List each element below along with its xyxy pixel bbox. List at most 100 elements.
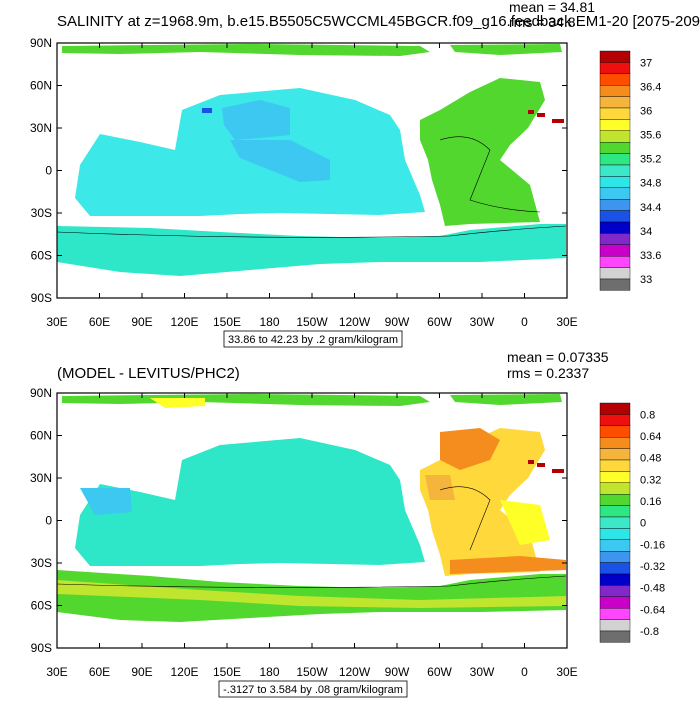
colorbar-swatch: [599, 630, 631, 643]
colorbar-swatch: [599, 425, 631, 438]
x-tick-label: 30E: [556, 315, 577, 329]
y-tick-label: 0: [45, 164, 52, 178]
y-tick-label: 30N: [30, 121, 52, 135]
colorbar-swatch: [599, 528, 631, 541]
colorbar-swatch: [599, 551, 631, 563]
panel-1-rms: rms = 34.8: [509, 14, 576, 30]
panel-1-y-axis: 90N 60N 30N 0 30S 60S 90S: [30, 36, 567, 305]
panel-difference: (MODEL - LEVITUS/PHC2) mean = 0.07335 rm…: [30, 349, 665, 698]
colorbar-label: 36.4: [640, 81, 661, 93]
panel-2-y-axis: 90N 60N 30N 0 30S 60S 90S: [30, 386, 567, 655]
colorbar-label: 34: [640, 226, 652, 238]
panel-1-colorbar: 37 36.4 36 35.6 35.2 34.8 34.4 34 33.6 33: [599, 50, 661, 291]
y-tick-label: 30N: [30, 471, 52, 485]
x-tick-label: 30E: [46, 315, 67, 329]
colorbar-swatch: [599, 244, 631, 257]
colorbar-swatch: [599, 573, 631, 586]
colorbar-swatch: [599, 562, 631, 575]
colorbar-label: 36: [640, 106, 652, 118]
x-tick-label: 30W: [470, 665, 495, 679]
panel-2-title: (MODEL - LEVITUS/PHC2): [57, 365, 240, 382]
y-tick-label: 30S: [31, 206, 52, 220]
x-tick-label: 120E: [170, 315, 198, 329]
panel-2-mean: mean = 0.07335: [507, 349, 609, 365]
colorbar-swatch: [599, 141, 631, 154]
x-tick-label: 180: [259, 315, 279, 329]
x-tick-label: 0: [521, 315, 528, 329]
colorbar-swatch: [599, 267, 631, 280]
panel-2-colorbar: 0.8 0.64 0.48 0.32 0.16 0 -0.16 -0.32 -0.48 -0.64…: [599, 402, 665, 643]
colorbar-label: 37: [640, 57, 652, 69]
panel-2-range-note: -.3127 to 3.584 by .08 gram/kilogram: [223, 684, 403, 696]
panel-1-x-axis: 30E 60E 90E 120E 150E 180 150W 120W 90W 60W 30W 0 30…: [46, 43, 578, 329]
colorbar-swatch: [599, 210, 631, 223]
colorbar-swatch: [599, 516, 631, 529]
y-tick-label: 60N: [30, 429, 52, 443]
y-tick-label: 90N: [30, 36, 52, 50]
colorbar-swatch: [599, 119, 631, 132]
x-tick-label: 60E: [89, 315, 110, 329]
colorbar-swatch: [599, 448, 631, 461]
colorbar-label: 34.4: [640, 202, 661, 214]
colorbar-swatch: [599, 596, 631, 609]
colorbar-swatch: [599, 187, 631, 200]
panel-2-rms: rms = 0.2337: [507, 365, 589, 381]
x-tick-label: 60W: [427, 665, 452, 679]
region-arctic: [62, 44, 430, 56]
colorbar-swatch: [599, 73, 631, 86]
panel-1-mean: mean = 34.81: [509, 0, 595, 15]
panel-1-title: SALINITY at z=1968.9m, b.e15.B5505C5WCCM…: [57, 13, 700, 30]
panel-1-map: [56, 42, 568, 299]
x-tick-label: 90E: [131, 665, 152, 679]
colorbar-swatch: [599, 402, 631, 415]
colorbar-swatch: [599, 619, 631, 632]
x-tick-label: 90W: [385, 665, 410, 679]
colorbar-swatch: [599, 96, 631, 109]
colorbar-label: 0.16: [640, 496, 661, 508]
colorbar-swatch: [599, 176, 631, 188]
x-tick-label: 150W: [296, 315, 328, 329]
colorbar-label: 33.6: [640, 250, 661, 262]
colorbar-swatch: [599, 278, 631, 291]
region-mediterranean: [528, 110, 534, 114]
colorbar-swatch: [599, 505, 631, 518]
colorbar-swatch: [599, 164, 631, 177]
colorbar-swatch: [599, 608, 631, 620]
colorbar-swatch: [599, 153, 631, 166]
x-tick-label: 150E: [213, 315, 241, 329]
colorbar-swatch: [599, 437, 631, 449]
y-tick-label: 30S: [31, 556, 52, 570]
x-tick-label: 150E: [213, 665, 241, 679]
colorbar-label: -0.64: [640, 604, 665, 616]
colorbar-swatch: [599, 107, 631, 120]
colorbar-label: 34.8: [640, 178, 661, 190]
colorbar-swatch: [599, 221, 631, 234]
x-tick-label: 30E: [556, 665, 577, 679]
x-tick-label: 120W: [339, 665, 371, 679]
colorbar-swatch: [599, 471, 631, 483]
y-tick-label: 60S: [31, 249, 52, 263]
colorbar-label: 0: [640, 518, 646, 530]
colorbar-label: 0.8: [640, 409, 655, 421]
x-tick-label: 90E: [131, 315, 152, 329]
colorbar-swatch: [599, 84, 631, 97]
colorbar-swatch: [599, 585, 631, 598]
x-tick-label: 120W: [339, 315, 371, 329]
colorbar-swatch: [599, 62, 631, 75]
x-tick-label: 90W: [385, 315, 410, 329]
panel-salinity: SALINITY at z=1968.9m, b.e15.B5505C5WCCM…: [30, 0, 700, 348]
colorbar-label: 35.2: [640, 154, 661, 166]
y-tick-label: 60N: [30, 79, 52, 93]
y-tick-label: 90S: [31, 641, 52, 655]
colorbar-label: 35.6: [640, 130, 661, 142]
panel-1-range-note: 33.86 to 42.23 by .2 gram/kilogram: [228, 334, 398, 346]
x-tick-label: 180: [259, 665, 279, 679]
region-southern-ocean: [57, 224, 566, 276]
colorbar-label: 0.64: [640, 431, 661, 443]
colorbar-swatch: [599, 50, 631, 63]
colorbar-swatch: [599, 233, 631, 245]
panel-2-map: [56, 392, 568, 649]
colorbar-label: -0.8: [640, 626, 659, 638]
x-tick-label: 30W: [470, 315, 495, 329]
